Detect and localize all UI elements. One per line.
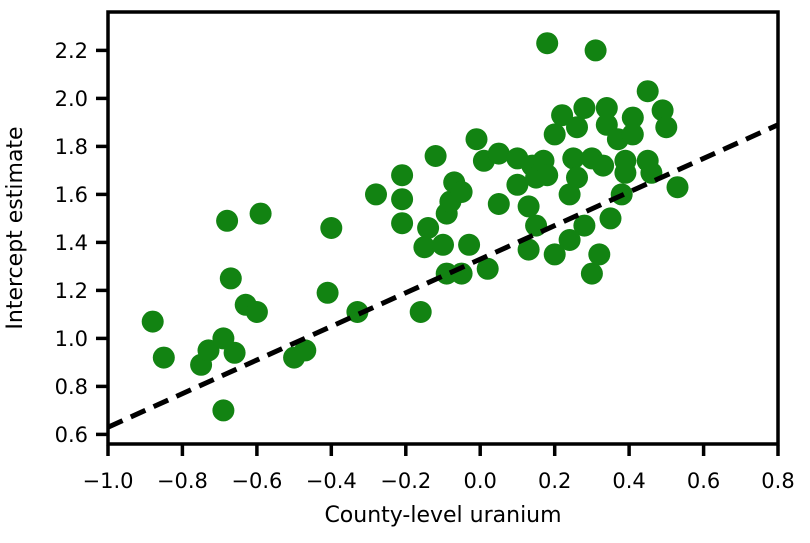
y-tick-label: 1.6 [55, 183, 88, 207]
scatter-point [152, 346, 175, 369]
scatter-point [458, 233, 481, 256]
x-tick-label: 0.0 [463, 469, 496, 493]
scatter-point [476, 257, 499, 280]
scatter-point [543, 243, 566, 266]
scatter-point [465, 128, 488, 151]
x-axis-ticks: −1.0 −0.8 −0.6 −0.4 −0.2 0.0 0.2 0.4 0.6 0.8 [83, 445, 795, 493]
scatter-point [621, 123, 644, 146]
y-axis-label: Intercept estimate [3, 126, 28, 329]
y-tick-label: 1.0 [55, 327, 88, 351]
scatter-point [141, 310, 164, 333]
scatter-point [636, 80, 659, 103]
y-axis-ticks: 0.6 0.8 1.0 1.2 1.4 1.6 1.8 2.0 2.2 [55, 39, 107, 447]
scatter-point [517, 195, 540, 218]
x-tick-label: 0.6 [687, 469, 720, 493]
x-tick-label: −1.0 [83, 469, 134, 493]
scatter-point [558, 183, 581, 206]
scatter-point [588, 243, 611, 266]
scatter-point [595, 97, 618, 119]
y-tick-label: 2.2 [55, 39, 88, 63]
scatter-point [655, 116, 678, 139]
scatter-point [294, 339, 317, 362]
scatter-point [573, 97, 596, 119]
scatter-point [249, 202, 272, 225]
x-tick-label: 0.8 [761, 469, 794, 493]
scatter-point [651, 99, 674, 122]
scatter-point [346, 301, 369, 323]
scatter-point [558, 229, 581, 251]
regression-dashed-line [108, 122, 778, 430]
scatter-point [551, 104, 574, 127]
scatter-point [391, 212, 414, 235]
scatter-point [212, 399, 235, 422]
scatter-point [450, 181, 473, 203]
scatter-point [245, 301, 268, 323]
scatter-point [614, 161, 637, 184]
x-tick-label: −0.2 [380, 469, 431, 493]
scatter-point [391, 188, 414, 211]
y-tick-label: 0.6 [55, 423, 88, 447]
scatter-point [592, 154, 615, 177]
scatter-points-layer [141, 32, 689, 422]
scatter-point [536, 32, 559, 55]
x-tick-label: 0.4 [612, 469, 645, 493]
scatter-point [417, 217, 440, 239]
scatter-point [621, 106, 644, 129]
x-tick-label: −0.8 [157, 469, 208, 493]
scatter-point [216, 209, 239, 232]
x-axis-label: County-level uranium [324, 503, 561, 528]
y-tick-label: 1.8 [55, 135, 88, 159]
scatter-point [584, 39, 607, 62]
scatter-point [562, 147, 585, 170]
scatter-point [543, 123, 566, 146]
x-tick-label: −0.4 [306, 469, 357, 493]
scatter-point [573, 214, 596, 237]
y-tick-label: 0.8 [55, 375, 88, 399]
scatter-point [517, 238, 540, 261]
x-tick-label: −0.6 [231, 469, 282, 493]
scatter-point [219, 267, 242, 290]
trend-line-layer [108, 122, 778, 430]
scatter-point [365, 183, 387, 206]
scatter-point [413, 236, 436, 259]
scatter-point [223, 341, 246, 364]
scatter-point [525, 214, 548, 237]
scatter-point [599, 207, 622, 230]
scatter-point [487, 142, 510, 165]
scatter-point [432, 233, 454, 256]
y-tick-label: 2.0 [55, 87, 88, 111]
y-tick-label: 1.4 [55, 231, 88, 255]
scatter-point [566, 166, 588, 189]
scatter-point [566, 116, 588, 139]
scatter-point [666, 176, 689, 199]
scatter-point [409, 301, 432, 323]
scatter-point [197, 339, 220, 362]
scatter-point [580, 262, 603, 285]
scatter-point [424, 145, 447, 167]
scatter-point [320, 217, 343, 239]
scatter-point [506, 173, 529, 196]
scatter-point [316, 281, 339, 304]
scatter-point [536, 164, 559, 187]
scatter-point [487, 193, 510, 215]
scatter-point [391, 164, 414, 187]
axes-spine-box [106, 10, 780, 446]
y-tick-label: 1.2 [55, 279, 88, 303]
x-tick-label: 0.2 [538, 469, 571, 493]
